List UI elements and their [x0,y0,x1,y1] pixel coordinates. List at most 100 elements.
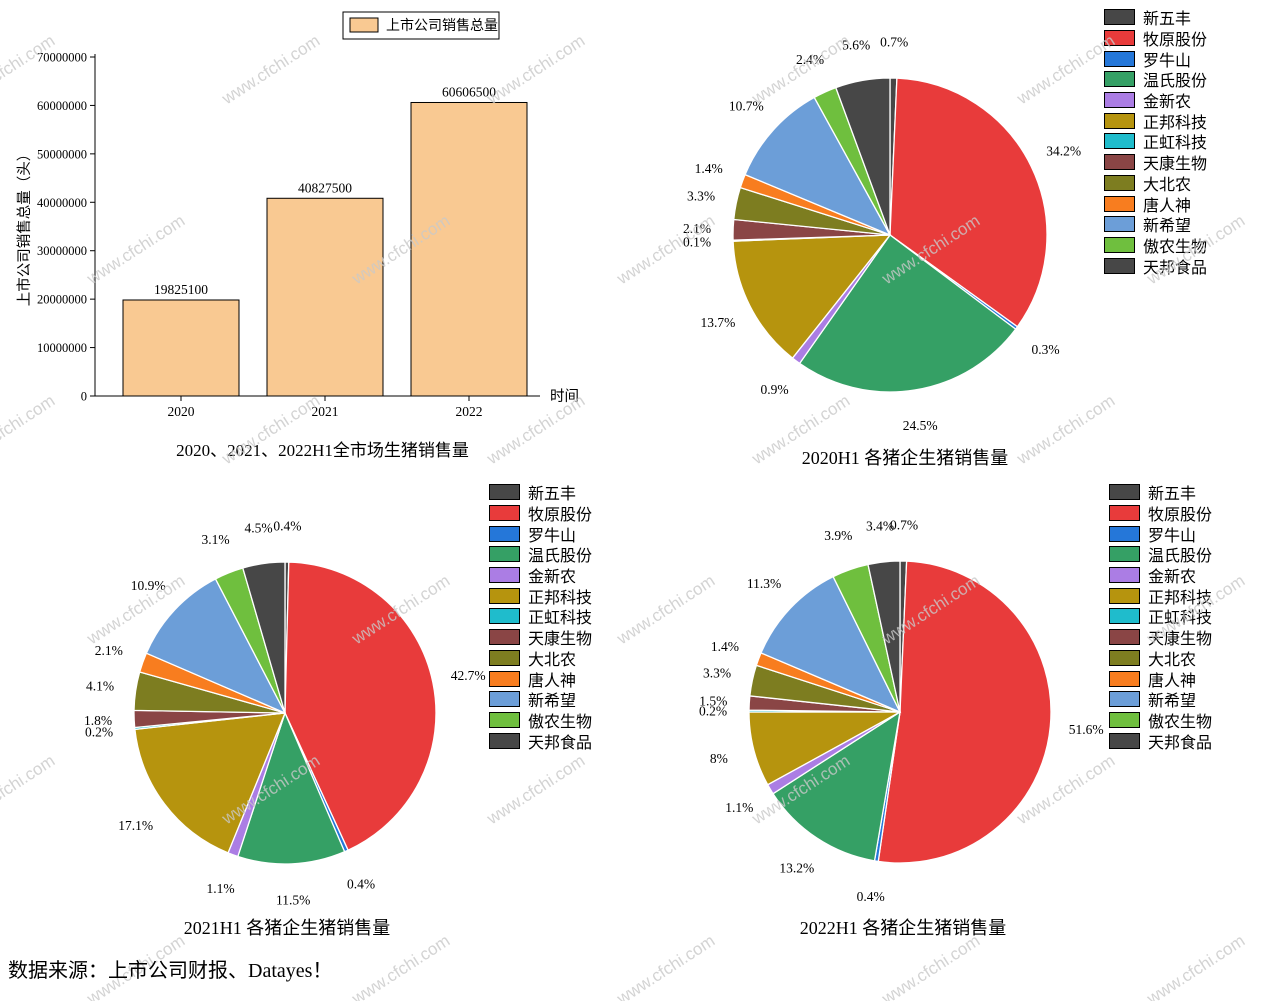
legend-color-swatch [1104,92,1135,109]
pie-percent-label: 3.3% [687,189,715,204]
legend-label: 天康生物 [1148,631,1213,649]
legend-label: 罗牛山 [1143,52,1192,70]
legend-item: 罗牛山 [489,523,592,545]
legend-item: 傲农生物 [489,710,592,731]
legend-label: 温氏股份 [528,548,593,566]
bar-value-label: 60606500 [442,84,496,99]
legend-label: 大北农 [528,651,577,669]
legend-item: 罗牛山 [1109,523,1212,545]
legend-item: 罗牛山 [1104,48,1207,70]
pie-percent-label: 0.2% [699,703,727,718]
legend-item: 天邦食品 [1109,730,1213,752]
pie-percent-label: 1.4% [695,161,723,176]
legend-item: 牧原股份 [1104,28,1207,49]
pie-slice [835,77,891,236]
legend-label: 正邦科技 [1148,589,1213,607]
legend-label: 牧原股份 [1148,507,1213,525]
legend-color-swatch [1109,525,1140,542]
pie-slice [889,77,1048,328]
y-tick-label: 20000000 [37,293,87,307]
pie-percent-label: 1.1% [725,800,753,815]
legend-item: 天邦食品 [489,730,593,752]
pie-2021h1-plot: 0.4% 42.7% 0.4% 11.5% 1.1% 17.1% 0.2%1.8% 4.1% 2… [84,519,486,908]
pie-percent-label: 0.4% [857,889,885,904]
legend-item: 唐人神 [1104,193,1207,215]
legend-label: 唐人神 [1143,197,1192,215]
legend-label: 牧原股份 [1143,32,1208,50]
watermark-text: www.cfchi.com [348,930,454,1001]
pie-percent-label: 4.5% [245,520,273,535]
legend-label: 正邦科技 [528,589,593,607]
legend-label: 正虹科技 [1143,135,1208,153]
pie-percent-label: 1.8% [84,713,112,728]
pie-2020h1-figure: 0.7% 34.2% 0.3% 24.5% 0.9% 13.7% 0.1% 2.1% 3.3% 1… [650,8,1140,444]
legend-label: 天邦食品 [528,734,593,752]
pie-percent-label: 1.5% [699,693,727,708]
watermark-text: www.cfchi.com [878,930,984,1001]
legend-color-swatch [1104,174,1135,191]
y-axis-label: 上市公司销售总量（头） [16,147,33,307]
legend-color-swatch [489,505,520,522]
legend-item: 温氏股份 [1104,69,1207,90]
pie-2021h1-figure: 0.4% 42.7% 0.4% 11.5% 1.1% 17.1% 0.2% 1.8% 4.1% 2… [45,485,525,913]
legend-color-swatch [1104,236,1135,253]
y-tick-label: 0 [81,390,87,404]
legend-label: 傲农生物 [528,713,593,731]
legend-color-swatch [489,608,520,625]
pie-slice [877,560,1052,864]
pie-percent-label: 34.2% [1046,143,1081,158]
legend-color-swatch [1109,505,1140,522]
legend-item: 傲农生物 [1104,235,1207,256]
pie-percent-label: 0.4% [273,519,301,534]
pie-percent-label: 0.9% [760,382,788,397]
legend-label: 新五丰 [1143,11,1192,29]
legend-item: 新希望 [489,689,592,710]
legend-label: 罗牛山 [528,527,577,545]
legend-item: 新希望 [1109,689,1212,710]
legend-color-swatch [489,649,520,666]
pie-2020h1-plot: 0.7% 34.2% 0.3% 24.5% 0.9% 13.7% 0.1%2.1% 3.3% 1… [683,35,1081,434]
bar-value-label: 40827500 [298,180,352,195]
bar [122,299,240,397]
pie-percent-label: 2.4% [796,52,824,67]
legend-item: 金新农 [1109,565,1212,586]
watermark-text: www.cfchi.com [1143,930,1249,1001]
pie-slice [867,560,901,713]
legend-color-swatch [1104,112,1135,129]
pie-percent-label: 10.9% [131,578,166,593]
pie-slice [134,712,287,854]
legend-color-swatch [1109,567,1140,584]
legend-item: 温氏股份 [489,544,592,565]
legend-item: 正虹科技 [489,606,592,627]
legend-label: 傲农生物 [1143,238,1208,256]
legend-color-swatch [1104,71,1135,88]
legend-color-swatch [1109,649,1140,666]
legend-label: 新希望 [1143,218,1192,236]
pie-percent-label: 0.2% [85,725,113,740]
pie-percent-label: 24.5% [903,418,938,433]
pie-2022h1-title: 2022H1 各猪企生猪销售量 [799,918,1007,938]
pie-slice [732,234,892,359]
legend-item: 正邦科技 [1104,110,1207,132]
legend-item: 大北农 [1109,648,1212,669]
y-tick-label: 30000000 [37,244,87,258]
legend-label: 正虹科技 [1148,610,1213,628]
legend-color-swatch [1104,195,1135,212]
legend-item: 唐人神 [489,668,592,690]
legend-2022h1: 新五丰 牧原股份 罗牛山 温氏股份 金新农 正邦科技 正虹科技 天康生物 大北农 唐人神 新希望 傲农… [1109,482,1213,752]
pie-percent-label: 0.3% [1031,342,1059,357]
legend-label: 温氏股份 [1143,73,1208,91]
legend-color-swatch [1104,154,1135,171]
legend-label: 大北农 [1143,176,1192,194]
y-tick-label: 10000000 [37,341,87,355]
legend-label: 天邦食品 [1148,734,1213,752]
legend-color-swatch [489,484,520,501]
legend-color-swatch [489,567,520,584]
pie-percent-label: 0.1% [683,235,711,250]
pie-percent-label: 8% [710,751,728,766]
bar-chart-figure: 0 10000000 20000000 30000000 40000000 5000000… [5,5,595,435]
pie-slice [237,711,346,865]
legend-item: 金新农 [1104,90,1207,111]
pie-percent-label: 10.7% [729,99,764,114]
